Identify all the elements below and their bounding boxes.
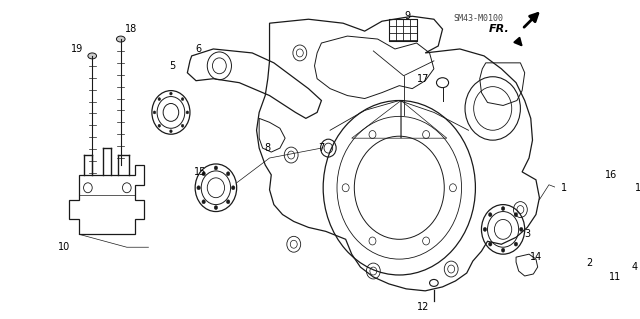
Circle shape	[197, 186, 200, 190]
Ellipse shape	[116, 36, 125, 42]
Circle shape	[616, 193, 620, 197]
Circle shape	[202, 200, 205, 204]
Circle shape	[514, 242, 518, 246]
Circle shape	[582, 207, 586, 211]
Text: SM43-M0100: SM43-M0100	[454, 14, 504, 23]
Text: 16: 16	[605, 170, 618, 180]
Circle shape	[595, 172, 598, 176]
Circle shape	[595, 213, 598, 218]
Circle shape	[582, 178, 586, 182]
Ellipse shape	[88, 53, 97, 59]
Circle shape	[631, 233, 635, 238]
Circle shape	[170, 92, 172, 95]
Circle shape	[501, 207, 505, 211]
Circle shape	[158, 124, 161, 127]
Circle shape	[607, 178, 611, 182]
Circle shape	[577, 193, 580, 197]
Text: 7: 7	[318, 143, 324, 153]
Bar	[389, 19, 417, 41]
Text: 1: 1	[561, 183, 566, 193]
Circle shape	[631, 186, 635, 190]
Circle shape	[520, 227, 523, 231]
Circle shape	[613, 193, 616, 197]
Circle shape	[616, 226, 620, 231]
Text: 17: 17	[417, 74, 429, 84]
Circle shape	[158, 98, 161, 100]
Circle shape	[488, 242, 492, 246]
Circle shape	[607, 207, 611, 211]
Text: 19: 19	[72, 44, 84, 54]
Text: 14: 14	[530, 252, 542, 262]
Text: 11: 11	[609, 272, 621, 282]
Text: FR.: FR.	[488, 24, 509, 34]
Text: 2: 2	[586, 258, 593, 268]
Circle shape	[202, 172, 205, 176]
Circle shape	[488, 213, 492, 217]
Circle shape	[610, 209, 614, 214]
Text: 12: 12	[417, 302, 429, 312]
Circle shape	[214, 166, 218, 170]
Circle shape	[501, 248, 505, 252]
Text: 18: 18	[125, 24, 137, 34]
Circle shape	[181, 124, 184, 127]
Text: 13: 13	[636, 183, 640, 193]
Text: 15: 15	[194, 167, 207, 177]
Circle shape	[227, 172, 230, 176]
Text: 8: 8	[265, 143, 271, 153]
Circle shape	[214, 205, 218, 210]
Text: 5: 5	[170, 61, 176, 71]
Circle shape	[186, 111, 189, 114]
Text: 6: 6	[196, 44, 202, 54]
Circle shape	[232, 186, 235, 190]
Circle shape	[181, 98, 184, 100]
Circle shape	[170, 130, 172, 133]
Text: 10: 10	[58, 242, 70, 252]
Circle shape	[483, 227, 486, 231]
Text: 3: 3	[524, 229, 531, 239]
Text: 4: 4	[632, 262, 637, 272]
Circle shape	[514, 213, 518, 217]
Circle shape	[227, 200, 230, 204]
Text: 9: 9	[405, 11, 411, 21]
Circle shape	[153, 111, 156, 114]
